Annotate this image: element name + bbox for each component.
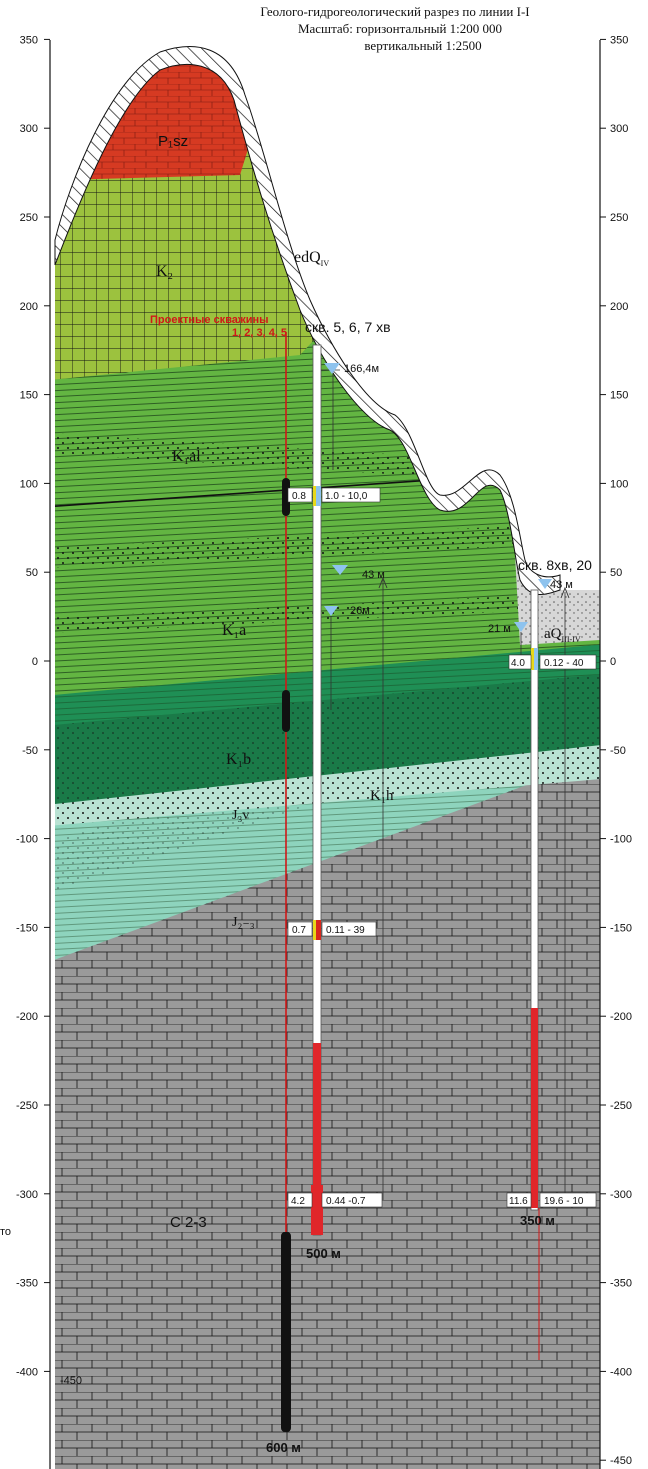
left-tick-label: -350 bbox=[16, 1278, 38, 1290]
right-tick-label: 350 bbox=[610, 34, 628, 46]
left-extra-label: -450 bbox=[60, 1375, 82, 1387]
well-a-interval2-left: 0.7 bbox=[292, 925, 306, 936]
right-tick-label: -300 bbox=[610, 1189, 632, 1201]
right-tick-label: -50 bbox=[610, 745, 626, 757]
well-b: скв. 8хв, 20 43 м 21 м 4.0 0.12 - 40 11.… bbox=[488, 557, 597, 1360]
right-tick-label: 250 bbox=[610, 212, 628, 224]
left-tick-label: -200 bbox=[16, 1011, 38, 1023]
label-k1a: K₁a bbox=[222, 622, 246, 639]
left-tick-label: 50 bbox=[26, 567, 38, 579]
right-tick-labels: 350 300 250 200 150 100 50 0 -50 -100 -150 -200 -250… bbox=[600, 34, 632, 1467]
projected-wells-numbers: 1, 2, 3, 4, 5 bbox=[232, 327, 287, 339]
margin-fragment: то bbox=[0, 1226, 11, 1238]
label-aq: aQIII-IV bbox=[544, 626, 581, 644]
right-tick-label: -450 bbox=[610, 1455, 632, 1467]
well-b-level-21: 21 м bbox=[488, 623, 511, 635]
label-c23: C 2-3 bbox=[170, 1214, 207, 1231]
left-tick-label: 200 bbox=[20, 301, 38, 313]
left-tick-label: 350 bbox=[20, 34, 38, 46]
right-tick-label: 100 bbox=[610, 478, 628, 490]
projected-wells-label: Проектные скважины bbox=[150, 314, 269, 326]
well-b-interval2-left: 11.6 bbox=[509, 1196, 528, 1207]
well-a-level-43: 43 м bbox=[362, 569, 385, 581]
label-k1b: K₁b bbox=[226, 751, 251, 768]
left-tick-label: 100 bbox=[20, 478, 38, 490]
well-b-interval2-right: 19.6 - 10 bbox=[544, 1196, 584, 1207]
scale-horizontal: Масштаб: горизонтальный 1:200 000 bbox=[298, 21, 502, 36]
projected-depth-label: 600 м bbox=[266, 1440, 301, 1455]
well-a-interval1-right: 1.0 - 10,0 bbox=[325, 491, 368, 502]
right-tick-label: 200 bbox=[610, 301, 628, 313]
left-tick-label: -300 bbox=[16, 1189, 38, 1201]
right-tick-label: -200 bbox=[610, 1011, 632, 1023]
section-title: Геолого-гидрогеологический разрез по лин… bbox=[260, 4, 529, 19]
left-tick-label: 150 bbox=[20, 390, 38, 402]
left-tick-label: -400 bbox=[16, 1366, 38, 1378]
right-tick-label: -100 bbox=[610, 834, 632, 846]
left-tick-label: -150 bbox=[16, 922, 38, 934]
right-tick-label: -350 bbox=[610, 1278, 632, 1290]
well-a-level-26: 26м bbox=[350, 605, 370, 617]
left-tick-label: 300 bbox=[20, 123, 38, 135]
left-tick-labels: 350 300 250 200 150 100 50 0 -50 -100 -150 -200 -250… bbox=[16, 34, 50, 1378]
left-tick-label: -250 bbox=[16, 1100, 38, 1112]
well-b-level-43: 43 м bbox=[550, 579, 573, 591]
well-b-depth: 350 м bbox=[520, 1213, 555, 1228]
label-k1al: K₁al bbox=[172, 448, 201, 465]
projected-wells: Проектные скважины 1, 2, 3, 4, 5 600 м bbox=[150, 314, 301, 1455]
well-b-interval1-left: 4.0 bbox=[511, 658, 525, 669]
well-a-interval3-right: 0.44 -0.7 bbox=[326, 1196, 366, 1207]
right-tick-label: 300 bbox=[610, 123, 628, 135]
right-tick-label: -250 bbox=[610, 1100, 632, 1112]
label-j23: J₂₋₃ bbox=[232, 915, 255, 930]
well-a-static-level: 166,4м bbox=[344, 363, 379, 375]
right-tick-label: 50 bbox=[610, 567, 622, 579]
right-tick-label: 0 bbox=[610, 656, 616, 668]
left-tick-label: -50 bbox=[22, 745, 38, 757]
label-k2: K₂ bbox=[156, 263, 173, 280]
well-a-title: скв. 5, 6, 7 хв bbox=[305, 319, 391, 335]
right-tick-label: 150 bbox=[610, 390, 628, 402]
well-a-interval2-right: 0.11 - 39 bbox=[326, 925, 365, 936]
left-tick-label: 250 bbox=[20, 212, 38, 224]
right-tick-label: -400 bbox=[610, 1366, 632, 1378]
well-b-interval1-right: 0.12 - 40 bbox=[544, 658, 584, 669]
label-k1h: K₁h bbox=[370, 788, 394, 804]
label-j3v: J₃v bbox=[232, 808, 249, 823]
label-p1sz: P₁sz bbox=[158, 133, 188, 150]
label-edq: edQIV bbox=[294, 249, 329, 268]
well-a-interval3-left: 4.2 bbox=[291, 1196, 305, 1207]
well-a-depth: 500 м bbox=[306, 1246, 341, 1261]
well-b-title: скв. 8хв, 20 bbox=[518, 557, 592, 573]
right-tick-label: -150 bbox=[610, 922, 632, 934]
well-a: скв. 5, 6, 7 хв 166,4м 0.8 1.0 - 10,0 43… bbox=[287, 319, 391, 1261]
left-tick-label: -100 bbox=[16, 834, 38, 846]
scale-vertical: вертикальный 1:2500 bbox=[364, 38, 481, 53]
well-a-interval1-left: 0.8 bbox=[292, 491, 306, 502]
layer-edq-cover bbox=[54, 46, 561, 595]
left-tick-label: 0 bbox=[32, 656, 38, 668]
